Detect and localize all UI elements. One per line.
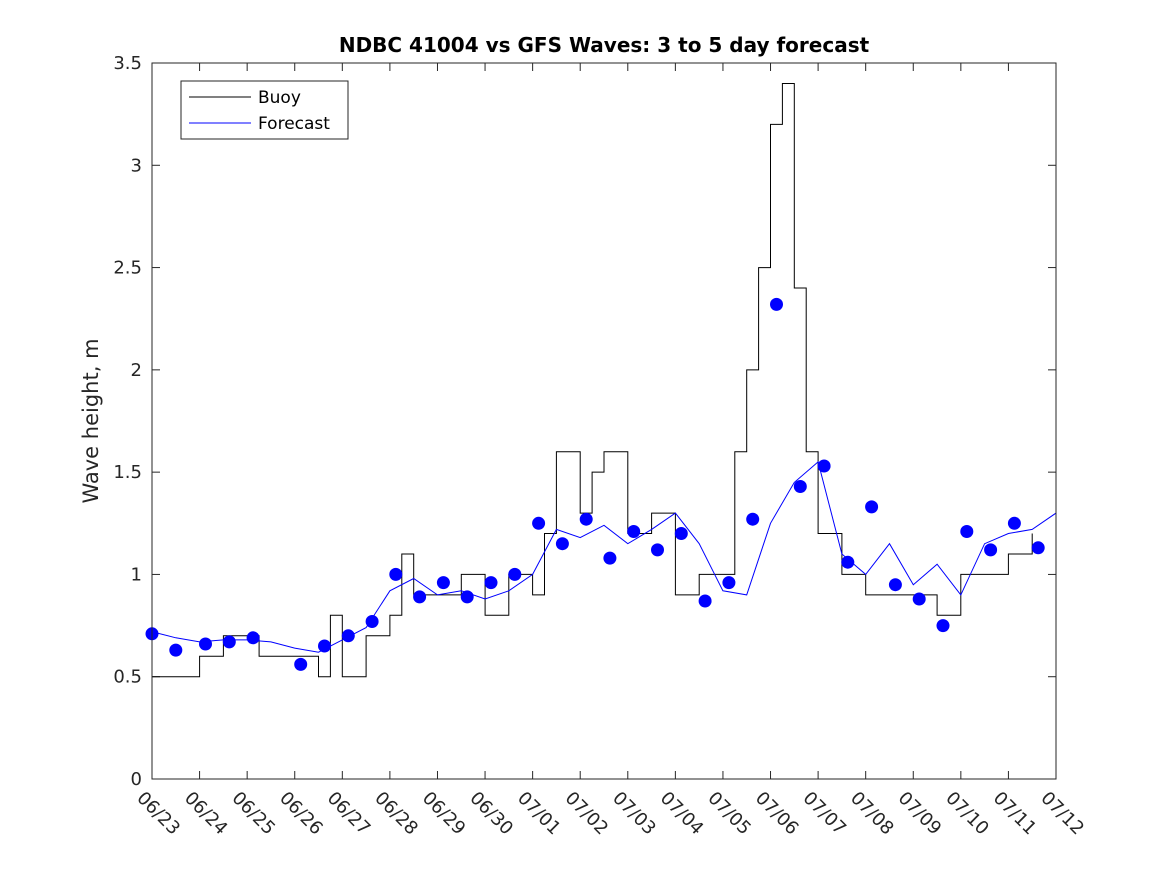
series-line-buoy [152, 83, 1033, 678]
forecast-marker [912, 592, 926, 606]
forecast-marker [674, 527, 688, 540]
x-tick-label: 07/08 [846, 788, 898, 840]
x-tick-label: 06/29 [418, 788, 470, 840]
x-tick-label: 07/12 [1036, 788, 1088, 840]
y-tick-label: 0 [131, 769, 142, 790]
chart-title: NDBC 41004 vs GFS Waves: 3 to 5 day fore… [339, 33, 870, 57]
x-tick-label: 07/10 [941, 788, 993, 840]
y-axis-ticks: 0 0.5 1 1.5 2 2.5 3 3.5 [113, 53, 1056, 790]
series-line-forecast [152, 460, 1056, 653]
forecast-marker [770, 297, 783, 311]
forecast-marker [627, 525, 641, 538]
x-tick-label: 06/28 [370, 788, 422, 840]
x-tick-label: 07/07 [799, 788, 851, 840]
y-tick-label: 2 [131, 360, 142, 381]
forecast-marker [936, 619, 950, 633]
forecast-marker [746, 512, 760, 526]
x-tick-label: 07/01 [513, 788, 565, 840]
x-tick-label: 07/09 [894, 788, 946, 840]
x-tick-label: 06/30 [466, 788, 518, 840]
forecast-marker [484, 576, 498, 590]
forecast-markers [145, 297, 1045, 671]
forecast-marker [389, 567, 403, 581]
x-axis-ticks: 06/2306/2406/2506/2606/2706/2806/2906/30… [132, 63, 1088, 839]
forecast-marker [865, 500, 879, 514]
legend: Buoy Forecast [180, 80, 349, 140]
legend-forecast-label: Forecast [258, 114, 330, 134]
y-tick-label: 3 [131, 155, 142, 176]
forecast-marker [341, 629, 355, 643]
forecast-marker [508, 567, 522, 581]
forecast-marker [460, 590, 474, 604]
forecast-marker [651, 543, 664, 557]
y-tick-label: 0.5 [113, 667, 142, 688]
forecast-marker [722, 576, 736, 590]
forecast-marker [294, 657, 308, 671]
forecast-marker [841, 555, 855, 569]
forecast-marker [579, 512, 593, 526]
legend-box [180, 80, 349, 140]
x-tick-label: 06/23 [132, 788, 184, 840]
y-tick-label: 3.5 [113, 53, 142, 74]
legend-buoy-label: Buoy [258, 88, 301, 108]
forecast-marker [817, 459, 831, 473]
forecast-marker [436, 576, 450, 590]
x-tick-label: 06/25 [228, 788, 280, 840]
x-tick-label: 07/05 [703, 788, 755, 840]
x-tick-label: 07/04 [656, 788, 708, 840]
x-tick-label: 07/02 [561, 788, 613, 840]
forecast-marker [984, 543, 998, 557]
x-tick-label: 06/24 [180, 788, 232, 840]
x-tick-label: 07/06 [751, 788, 803, 840]
y-tick-label: 1 [131, 564, 142, 585]
plot-frame [151, 62, 1057, 780]
forecast-marker [246, 631, 260, 645]
x-tick-label: 06/27 [323, 788, 375, 840]
forecast-marker [222, 635, 236, 649]
x-tick-label: 06/26 [275, 788, 327, 840]
plot-series [152, 83, 1056, 678]
y-tick-label: 2.5 [113, 258, 142, 279]
forecast-marker [1007, 516, 1021, 530]
forecast-marker [199, 637, 212, 651]
forecast-marker [365, 615, 379, 628]
forecast-marker [532, 516, 546, 530]
forecast-marker [1031, 541, 1045, 555]
y-tick-label: 1.5 [113, 462, 142, 483]
forecast-marker [555, 537, 569, 551]
forecast-marker [793, 480, 807, 493]
forecast-marker [318, 639, 331, 653]
x-tick-label: 07/11 [989, 788, 1041, 840]
y-axis-label: Wave height, m [79, 338, 103, 503]
forecast-marker [698, 594, 712, 608]
forecast-marker [169, 643, 183, 657]
forecast-marker [413, 590, 427, 604]
forecast-marker [603, 551, 617, 565]
x-tick-label: 07/03 [608, 788, 660, 840]
forecast-marker [960, 525, 974, 538]
forecast-marker [888, 578, 902, 592]
